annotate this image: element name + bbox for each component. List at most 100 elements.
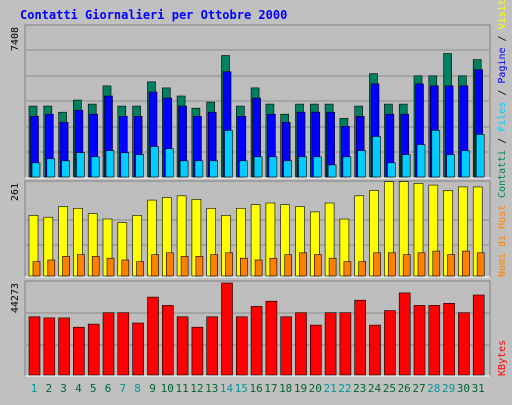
legend-top: Contatti / Files / Pagine / Visite xyxy=(497,0,508,198)
x-tick-label-3: 3 xyxy=(60,382,67,395)
bar-files-day-20 xyxy=(312,156,322,178)
x-tick-label-28: 28 xyxy=(427,382,440,395)
bar-files-day-2 xyxy=(46,158,56,178)
bar-files-day-18 xyxy=(283,160,293,178)
x-tick-label-29: 29 xyxy=(442,382,455,395)
bar-nomi-host-day-15 xyxy=(240,257,248,277)
bar-nomi-host-day-31 xyxy=(476,252,485,277)
bar-files-day-29 xyxy=(446,154,455,178)
x-tick-label-10: 10 xyxy=(161,382,174,395)
bar-files-day-21 xyxy=(327,164,337,178)
x-tick-label-24: 24 xyxy=(368,382,382,395)
legend-top-part: Contatti xyxy=(497,150,508,198)
bar-kbytes-day-19 xyxy=(295,312,307,376)
bar-kbytes-day-29 xyxy=(443,302,455,376)
bar-kbytes-day-12 xyxy=(191,326,204,376)
bar-nomi-host-day-30 xyxy=(462,250,470,277)
bar-kbytes-day-22 xyxy=(339,312,352,376)
bar-kbytes-day-2 xyxy=(43,317,56,376)
x-tick-label-6: 6 xyxy=(105,382,112,395)
legend-top-part: / xyxy=(497,29,508,47)
x-tick-label-12: 12 xyxy=(190,382,203,395)
y-max-label-top: 7408 xyxy=(10,27,21,51)
bar-kbytes-day-8 xyxy=(132,322,144,376)
bar-nomi-host-day-14 xyxy=(225,252,233,277)
x-tick-label-1: 1 xyxy=(31,382,38,395)
x-tick-label-21: 21 xyxy=(323,382,336,395)
x-tick-label-9: 9 xyxy=(149,382,156,395)
chart-bars xyxy=(28,53,485,376)
bar-nomi-host-day-27 xyxy=(417,252,426,277)
bar-files-day-7 xyxy=(120,152,130,178)
bar-files-day-23 xyxy=(357,150,367,178)
bar-kbytes-day-1 xyxy=(28,316,41,376)
x-tick-label-8: 8 xyxy=(134,382,141,395)
x-tick-label-18: 18 xyxy=(279,382,292,395)
bar-kbytes-day-21 xyxy=(324,312,337,376)
bar-files-day-5 xyxy=(90,156,100,178)
bar-kbytes-day-14 xyxy=(221,282,233,376)
x-tick-label-4: 4 xyxy=(75,382,82,395)
bar-nomi-host-day-6 xyxy=(106,257,115,277)
x-tick-label-20: 20 xyxy=(309,382,322,395)
bar-files-day-22 xyxy=(342,156,352,178)
x-tick-label-19: 19 xyxy=(294,382,307,395)
bar-nomi-host-day-10 xyxy=(166,252,174,277)
bar-nomi-host-day-26 xyxy=(402,254,411,277)
bar-files-day-4 xyxy=(76,152,85,178)
legend-middle-part: Nomi di Host xyxy=(497,205,508,277)
bar-kbytes-day-7 xyxy=(117,312,130,376)
bar-kbytes-day-3 xyxy=(58,317,70,376)
bar-files-day-28 xyxy=(431,130,441,178)
bar-nomi-host-day-16 xyxy=(254,259,263,277)
legend-top-part: / xyxy=(497,132,508,150)
bar-nomi-host-day-5 xyxy=(91,256,100,277)
bar-files-day-3 xyxy=(61,160,70,178)
bar-nomi-host-day-11 xyxy=(180,256,189,277)
bar-nomi-host-day-13 xyxy=(210,254,218,277)
x-tick-label-7: 7 xyxy=(119,382,126,395)
legend-top-part: Visite xyxy=(497,0,508,29)
x-axis-labels: 1 2 3 4 5 6 7 8 9 10 11 12 13 14 15 16 17 18 19 20 21 22 23 24 2… xyxy=(31,382,485,395)
bar-nomi-host-day-28 xyxy=(432,250,441,277)
bar-kbytes-day-17 xyxy=(265,300,278,376)
bar-files-day-30 xyxy=(461,150,470,178)
bar-kbytes-day-20 xyxy=(309,324,322,376)
x-tick-label-14: 14 xyxy=(220,382,234,395)
bar-files-day-31 xyxy=(475,134,485,178)
bar-nomi-host-day-21 xyxy=(328,257,337,277)
bar-files-day-27 xyxy=(416,144,426,178)
bar-files-day-13 xyxy=(209,160,218,178)
legend-top-part: Pagine xyxy=(497,47,508,83)
y-max-label-bottom: 44273 xyxy=(10,283,21,313)
bar-files-day-9 xyxy=(150,146,159,178)
bar-kbytes-day-11 xyxy=(176,316,189,376)
bar-kbytes-day-31 xyxy=(472,294,485,376)
bar-kbytes-day-5 xyxy=(87,323,100,376)
bar-nomi-host-day-1 xyxy=(32,261,41,277)
x-tick-label-30: 30 xyxy=(457,382,470,395)
bar-files-day-16 xyxy=(253,156,263,178)
bar-kbytes-day-23 xyxy=(354,299,367,376)
chart-title: Contatti Giornalieri per Ottobre 2000 xyxy=(20,8,287,22)
bar-nomi-host-day-25 xyxy=(388,252,396,277)
x-tick-label-16: 16 xyxy=(249,382,262,395)
bar-files-day-11 xyxy=(179,160,189,178)
bar-nomi-host-day-23 xyxy=(358,261,367,277)
bar-kbytes-day-26 xyxy=(398,292,411,376)
bar-files-day-17 xyxy=(268,156,278,178)
bar-nomi-host-day-17 xyxy=(269,257,278,277)
bar-files-day-6 xyxy=(105,150,115,178)
bar-nomi-host-day-19 xyxy=(299,252,307,277)
bar-files-day-14 xyxy=(224,130,233,178)
bar-files-day-15 xyxy=(239,160,248,178)
bar-nomi-host-day-2 xyxy=(47,259,56,277)
bar-nomi-host-day-3 xyxy=(62,256,70,277)
x-tick-label-25: 25 xyxy=(383,382,396,395)
bar-files-day-12 xyxy=(194,160,204,178)
bar-kbytes-day-28 xyxy=(428,305,441,376)
legend-bottom-part: KBytes xyxy=(497,340,508,376)
bar-kbytes-day-4 xyxy=(73,326,85,376)
legend-top-part: Files xyxy=(497,102,508,132)
